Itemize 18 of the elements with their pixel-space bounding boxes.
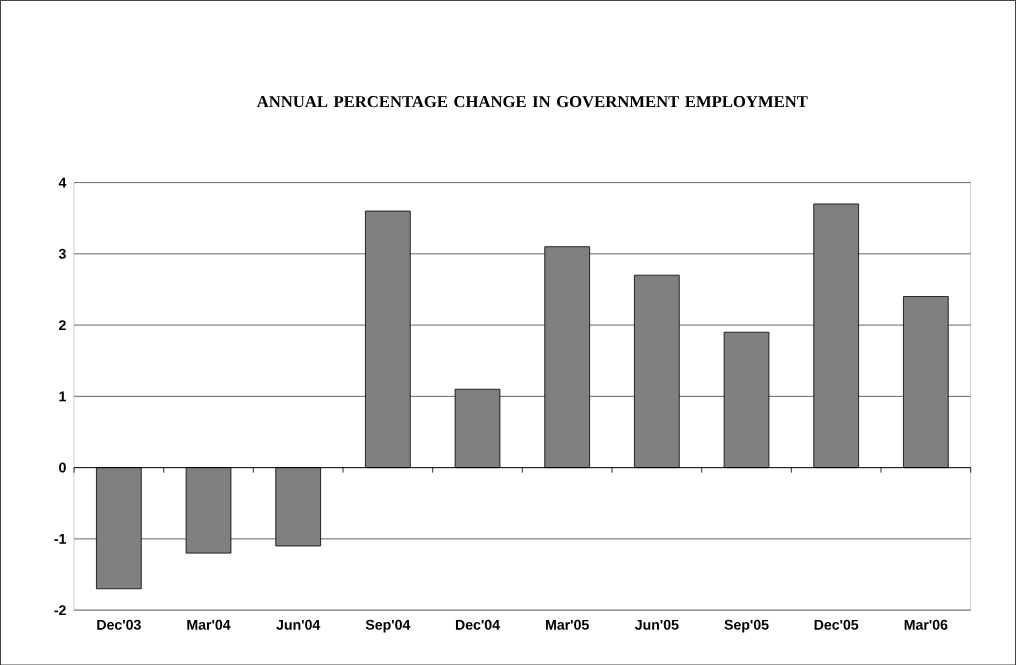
y-tick-label: 1 bbox=[59, 391, 67, 401]
x-tick-label: Dec'03 bbox=[97, 619, 141, 630]
x-tick-label: Mar'06 bbox=[904, 619, 948, 630]
y-tick-label: 2 bbox=[59, 319, 66, 330]
x-tick-label: Sep'04 bbox=[365, 619, 411, 633]
y-tick-label: -2 bbox=[54, 604, 66, 615]
x-tick-label: Dec'05 bbox=[814, 619, 859, 630]
x-tick-label: Jun'05 bbox=[634, 619, 679, 630]
y-tick-label: 3 bbox=[58, 248, 66, 259]
y-tick-label: 4 bbox=[58, 177, 67, 188]
y-tick-label: -1 bbox=[54, 533, 67, 544]
x-tick-label: Mar'05 bbox=[546, 619, 589, 630]
x-tick-label: Sep'05 bbox=[724, 619, 769, 633]
x-tick-label: Dec'04 bbox=[455, 619, 500, 630]
x-tick-label: Jun'04 bbox=[276, 619, 321, 630]
x-tick-label: Mar'04 bbox=[187, 619, 231, 630]
y-tick-label: 0 bbox=[59, 462, 66, 473]
chart-title: ANNUAL PERCENTAGE CHANGE IN GOVERNMENT EMPLOYMENT bbox=[256, 95, 808, 108]
